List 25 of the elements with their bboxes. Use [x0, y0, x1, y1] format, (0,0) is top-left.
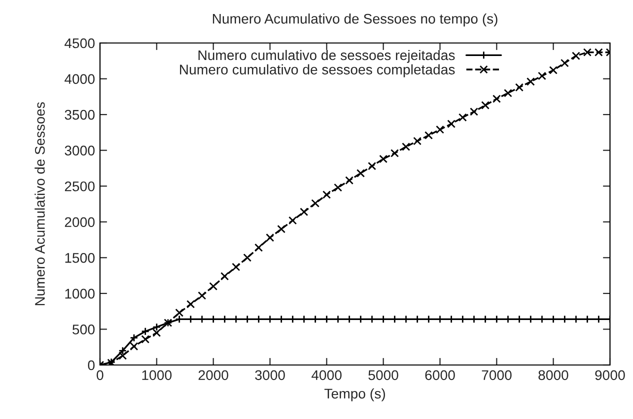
y-tick-label: 0 — [88, 360, 95, 370]
x-tick-label: 4000 — [312, 370, 342, 380]
x-tick-label: 3000 — [255, 370, 285, 380]
y-tick-label: 2000 — [64, 217, 95, 228]
y-tick-label: 500 — [72, 324, 95, 334]
y-tick-label: 3000 — [64, 146, 95, 156]
y-tick-label: 1000 — [65, 288, 95, 299]
legend-label: Numero cumulativo de sessoes rejeitadas — [198, 50, 455, 63]
y-tick-label: 2500 — [64, 181, 95, 192]
legend-label: Numero cumulativo de sessoes completadas — [180, 64, 455, 78]
x-tick-label: 2000 — [198, 370, 228, 380]
x-tick-label: 8000 — [538, 370, 568, 380]
x-tick-label: 9000 — [595, 370, 625, 380]
chart-title: Numero Acumulativo de Sessoes no tempo (s) — [212, 13, 498, 26]
x-tick-label: 0 — [96, 370, 104, 380]
x-axis-title: Tempo (s) — [324, 388, 386, 402]
y-tick-label: 4500 — [64, 38, 95, 48]
x-tick-label: 7000 — [482, 370, 512, 380]
y-tick-label: 4000 — [64, 74, 95, 84]
y-tick-label: 1500 — [65, 253, 95, 263]
x-tick-label: 5000 — [368, 370, 398, 380]
y-axis-title: Numero Acumulativo de Sessoes — [34, 102, 45, 306]
x-tick-label: 6000 — [425, 370, 455, 380]
y-tick-label: 3500 — [64, 110, 95, 120]
x-tick-label: 1000 — [142, 370, 172, 380]
